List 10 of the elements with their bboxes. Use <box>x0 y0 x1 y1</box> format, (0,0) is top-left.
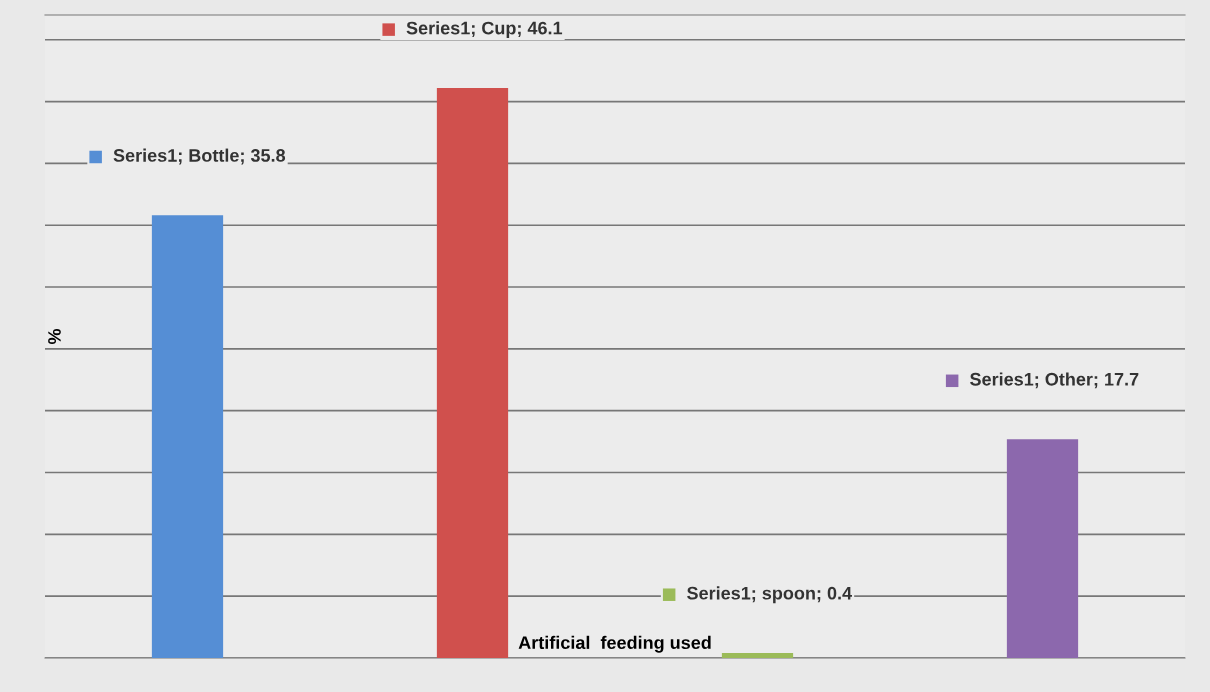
y-axis-title: % <box>48 328 61 345</box>
bar <box>1006 439 1079 658</box>
data-label: Series1; spoon; 0.4 <box>687 586 852 604</box>
data-label: Series1; Bottle; 35.8 <box>113 148 286 165</box>
bar <box>436 87 509 658</box>
x-axis-title: Artificial feeding used <box>518 635 711 653</box>
bar <box>151 215 224 658</box>
data-label: Series1; Other; 17.7 <box>970 372 1139 389</box>
data-label: Series1; Cup; 46.1 <box>406 21 563 39</box>
bar <box>721 653 794 658</box>
